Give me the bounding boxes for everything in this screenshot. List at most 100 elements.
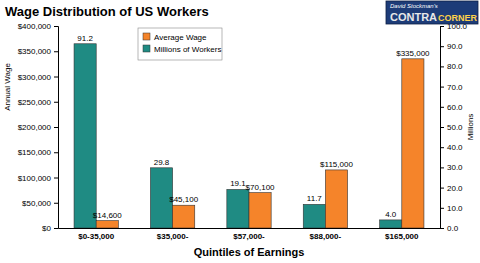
tick-mark bbox=[54, 77, 58, 78]
y-tick: $250,000 bbox=[18, 98, 58, 107]
tick-mark bbox=[54, 152, 58, 153]
axis-line bbox=[441, 27, 445, 229]
y-tick: $150,000 bbox=[18, 148, 58, 157]
tick-mark bbox=[440, 147, 444, 148]
legend-label: Average Wage bbox=[154, 33, 207, 42]
legend-box bbox=[138, 28, 222, 60]
tick-mark bbox=[440, 208, 444, 209]
tick-label: $400,000 bbox=[18, 22, 52, 31]
chart: 91.2 29.8 19.1 11.7 4.0 $14,600 $45,100 $70,100… bbox=[0, 0, 480, 263]
bar bbox=[173, 205, 195, 228]
x-tick: $165,000 bbox=[385, 228, 419, 241]
y2-tick: 0.0 bbox=[440, 224, 459, 233]
logo-text: David Stockman's bbox=[390, 3, 438, 9]
tick-label: $150,000 bbox=[18, 148, 52, 157]
tick-label: 60.0 bbox=[447, 103, 463, 112]
logo-box bbox=[386, 1, 478, 24]
y-axis-title: Annual Wage bbox=[3, 63, 12, 111]
axis-line bbox=[54, 27, 59, 229]
tick-label: $350,000 bbox=[18, 47, 52, 56]
y-tick: $200,000 bbox=[18, 123, 58, 132]
data-label: 19.1 bbox=[230, 179, 246, 188]
tick-mark bbox=[440, 127, 444, 128]
tick-mark bbox=[54, 178, 58, 179]
tick-label: 70.0 bbox=[447, 83, 463, 92]
data-labels: 91.2 29.8 19.1 11.7 4.0 $14,600 $45,100 $70,100… bbox=[77, 34, 430, 220]
y2-tick: 10.0 bbox=[440, 204, 463, 213]
y-tick: $300,000 bbox=[18, 73, 58, 82]
data-label: $70,100 bbox=[246, 183, 275, 192]
bar bbox=[227, 189, 249, 228]
y-tick: $100,000 bbox=[18, 174, 58, 183]
data-label: $14,600 bbox=[93, 211, 122, 220]
tick-label: $57,000- bbox=[233, 232, 265, 241]
y2-axis: 0.010.020.030.040.050.060.070.080.090.01… bbox=[440, 22, 468, 233]
tick-label: $100,000 bbox=[18, 174, 52, 183]
x-axis-title: Quintiles of Earnings bbox=[194, 246, 305, 258]
data-label: 11.7 bbox=[307, 194, 323, 203]
data-label: $335,000 bbox=[396, 49, 430, 58]
data-label: $45,100 bbox=[169, 195, 198, 204]
x-tick: $35,000- bbox=[157, 228, 189, 241]
tick-label: 0.0 bbox=[447, 224, 459, 233]
tick-label: $250,000 bbox=[18, 98, 52, 107]
tick-label: 90.0 bbox=[447, 42, 463, 51]
y2-tick: 30.0 bbox=[440, 163, 463, 172]
y-axis: $0 $50,000 $100,000 $150,000 $200,000 $250,00… bbox=[18, 22, 59, 233]
y2-tick: 50.0 bbox=[440, 123, 463, 132]
tick-label: 30.0 bbox=[447, 163, 463, 172]
tick-label: 20.0 bbox=[447, 184, 463, 193]
data-label: 4.0 bbox=[385, 210, 397, 219]
bar bbox=[249, 193, 271, 228]
tick-mark bbox=[440, 107, 444, 108]
tick-mark bbox=[440, 66, 444, 67]
tick-label: $50,000 bbox=[22, 199, 51, 208]
tick-mark bbox=[440, 188, 444, 189]
bar bbox=[325, 170, 347, 228]
y2-tick: 40.0 bbox=[440, 143, 463, 152]
tick-mark bbox=[54, 127, 58, 128]
data-label: 91.2 bbox=[77, 34, 93, 43]
tick-label: $0-35,000 bbox=[78, 232, 115, 241]
logo-text: CORNER bbox=[438, 13, 478, 23]
tick-mark bbox=[54, 102, 58, 103]
axis-line bbox=[59, 228, 441, 229]
tick-label: $35,000- bbox=[157, 232, 189, 241]
logo: David Stockman's CONTRACORNER bbox=[386, 1, 478, 24]
x-tick: $88,000- bbox=[310, 228, 342, 241]
tick-mark bbox=[54, 26, 58, 27]
tick-label: 10.0 bbox=[447, 204, 463, 213]
tick-mark bbox=[440, 228, 444, 229]
tick-label: 40.0 bbox=[447, 143, 463, 152]
tick-label: 80.0 bbox=[447, 62, 463, 71]
tick-label: $300,000 bbox=[18, 73, 52, 82]
title: Wage Distribution of US Workers bbox=[5, 4, 209, 19]
y2-tick: 90.0 bbox=[440, 42, 463, 51]
bars bbox=[74, 44, 424, 228]
tick-mark bbox=[54, 203, 58, 204]
data-label: 29.8 bbox=[154, 158, 170, 167]
tick-mark bbox=[440, 87, 444, 88]
bar bbox=[380, 220, 402, 228]
y-tick: $350,000 bbox=[18, 47, 58, 56]
x-tick: $0-35,000 bbox=[78, 228, 115, 241]
logo-text: CONTRA bbox=[390, 11, 437, 23]
bar bbox=[402, 59, 424, 228]
tick-label: $0 bbox=[42, 224, 51, 233]
data-label: $115,000 bbox=[320, 160, 353, 169]
tick-mark bbox=[54, 228, 58, 229]
y-tick: $50,000 bbox=[22, 199, 58, 208]
bar bbox=[303, 204, 325, 228]
tick-label: $200,000 bbox=[18, 123, 52, 132]
tick-mark bbox=[440, 167, 444, 168]
bar bbox=[74, 44, 96, 228]
y2-tick: 70.0 bbox=[440, 83, 463, 92]
y-tick: $0 bbox=[42, 224, 58, 233]
y2-tick: 80.0 bbox=[440, 62, 463, 71]
y2-tick: 20.0 bbox=[440, 184, 463, 193]
tick-label: 50.0 bbox=[447, 123, 463, 132]
legend: Average Wage Millions of Workers bbox=[138, 28, 222, 60]
legend-swatch bbox=[143, 45, 150, 52]
legend-label: Millions of Workers bbox=[154, 45, 221, 54]
x-tick: $57,000- bbox=[233, 228, 265, 241]
